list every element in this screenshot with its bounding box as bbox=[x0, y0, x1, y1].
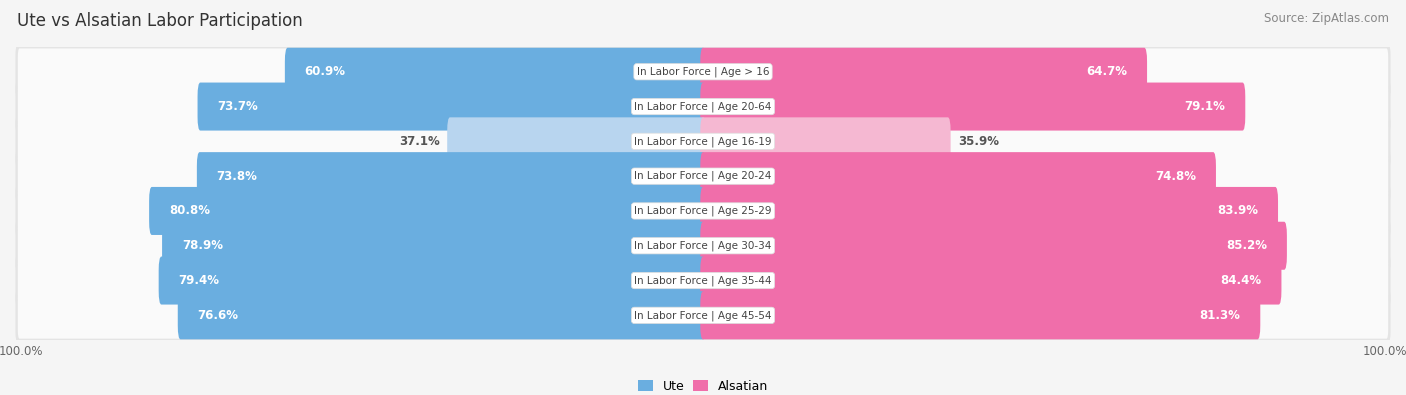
FancyBboxPatch shape bbox=[15, 150, 1391, 203]
Text: 74.8%: 74.8% bbox=[1156, 169, 1197, 182]
FancyBboxPatch shape bbox=[15, 184, 1391, 237]
FancyBboxPatch shape bbox=[447, 117, 706, 166]
FancyBboxPatch shape bbox=[700, 222, 1286, 270]
FancyBboxPatch shape bbox=[700, 256, 1281, 305]
FancyBboxPatch shape bbox=[15, 289, 1391, 342]
Text: 84.4%: 84.4% bbox=[1220, 274, 1261, 287]
FancyBboxPatch shape bbox=[18, 118, 1388, 165]
FancyBboxPatch shape bbox=[700, 152, 1216, 200]
Text: 76.6%: 76.6% bbox=[198, 309, 239, 322]
Text: Ute vs Alsatian Labor Participation: Ute vs Alsatian Labor Participation bbox=[17, 12, 302, 30]
Text: In Labor Force | Age 25-29: In Labor Force | Age 25-29 bbox=[634, 206, 772, 216]
Text: 80.8%: 80.8% bbox=[169, 205, 209, 218]
FancyBboxPatch shape bbox=[159, 256, 706, 305]
Text: 64.7%: 64.7% bbox=[1087, 65, 1128, 78]
FancyBboxPatch shape bbox=[18, 83, 1388, 130]
Text: In Labor Force | Age 20-24: In Labor Force | Age 20-24 bbox=[634, 171, 772, 181]
FancyBboxPatch shape bbox=[700, 187, 1278, 235]
Text: 35.9%: 35.9% bbox=[957, 135, 1000, 148]
FancyBboxPatch shape bbox=[700, 48, 1147, 96]
FancyBboxPatch shape bbox=[18, 153, 1388, 199]
Text: In Labor Force | Age 20-64: In Labor Force | Age 20-64 bbox=[634, 101, 772, 112]
FancyBboxPatch shape bbox=[15, 254, 1391, 307]
FancyBboxPatch shape bbox=[177, 292, 706, 339]
Text: 37.1%: 37.1% bbox=[399, 135, 440, 148]
Text: 79.1%: 79.1% bbox=[1185, 100, 1226, 113]
FancyBboxPatch shape bbox=[18, 292, 1388, 339]
FancyBboxPatch shape bbox=[15, 115, 1391, 168]
Text: 73.7%: 73.7% bbox=[218, 100, 259, 113]
FancyBboxPatch shape bbox=[18, 222, 1388, 269]
FancyBboxPatch shape bbox=[149, 187, 706, 235]
Text: In Labor Force | Age 30-34: In Labor Force | Age 30-34 bbox=[634, 241, 772, 251]
Text: 85.2%: 85.2% bbox=[1226, 239, 1267, 252]
Text: 73.8%: 73.8% bbox=[217, 169, 257, 182]
Text: 78.9%: 78.9% bbox=[181, 239, 224, 252]
FancyBboxPatch shape bbox=[700, 83, 1246, 131]
FancyBboxPatch shape bbox=[162, 222, 706, 270]
FancyBboxPatch shape bbox=[700, 292, 1260, 339]
FancyBboxPatch shape bbox=[198, 83, 706, 131]
Text: 83.9%: 83.9% bbox=[1218, 205, 1258, 218]
FancyBboxPatch shape bbox=[18, 49, 1388, 95]
Text: 79.4%: 79.4% bbox=[179, 274, 219, 287]
FancyBboxPatch shape bbox=[18, 257, 1388, 304]
Text: Source: ZipAtlas.com: Source: ZipAtlas.com bbox=[1264, 12, 1389, 25]
FancyBboxPatch shape bbox=[285, 48, 706, 96]
FancyBboxPatch shape bbox=[197, 152, 706, 200]
FancyBboxPatch shape bbox=[15, 45, 1391, 98]
Text: 81.3%: 81.3% bbox=[1199, 309, 1240, 322]
Text: 60.9%: 60.9% bbox=[305, 65, 346, 78]
FancyBboxPatch shape bbox=[15, 219, 1391, 272]
Text: In Labor Force | Age 45-54: In Labor Force | Age 45-54 bbox=[634, 310, 772, 321]
Legend: Ute, Alsatian: Ute, Alsatian bbox=[633, 375, 773, 395]
Text: In Labor Force | Age 35-44: In Labor Force | Age 35-44 bbox=[634, 275, 772, 286]
FancyBboxPatch shape bbox=[700, 117, 950, 166]
FancyBboxPatch shape bbox=[15, 80, 1391, 133]
FancyBboxPatch shape bbox=[18, 188, 1388, 234]
Text: In Labor Force | Age > 16: In Labor Force | Age > 16 bbox=[637, 66, 769, 77]
Text: In Labor Force | Age 16-19: In Labor Force | Age 16-19 bbox=[634, 136, 772, 147]
